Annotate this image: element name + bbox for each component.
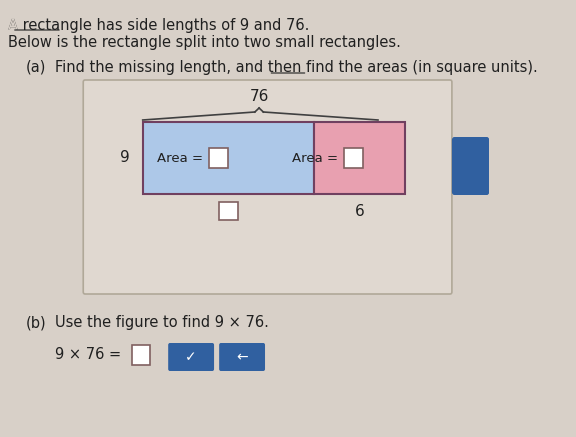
FancyBboxPatch shape xyxy=(219,202,238,220)
Text: (a): (a) xyxy=(25,60,46,75)
Text: Area =: Area = xyxy=(293,152,343,164)
FancyBboxPatch shape xyxy=(219,343,265,371)
Text: ←: ← xyxy=(236,350,248,364)
Text: 76: 76 xyxy=(249,89,269,104)
FancyBboxPatch shape xyxy=(168,343,214,371)
FancyBboxPatch shape xyxy=(132,345,150,365)
Text: ✓: ✓ xyxy=(185,350,197,364)
Text: Area =: Area = xyxy=(157,152,207,164)
FancyBboxPatch shape xyxy=(452,137,489,195)
Text: A rectangle has side lengths of 9 and 76.: A rectangle has side lengths of 9 and 76… xyxy=(9,18,310,33)
Text: Below is the rectangle split into two small rectangles.: Below is the rectangle split into two sm… xyxy=(9,35,401,50)
Text: 9: 9 xyxy=(120,150,130,166)
Text: Find the missing length, and then find the areas (in square units).: Find the missing length, and then find t… xyxy=(55,60,538,75)
Text: 9 × 76 =: 9 × 76 = xyxy=(55,347,122,362)
FancyBboxPatch shape xyxy=(84,80,452,294)
FancyBboxPatch shape xyxy=(209,148,228,168)
FancyBboxPatch shape xyxy=(314,122,405,194)
Text: (b): (b) xyxy=(25,315,46,330)
FancyBboxPatch shape xyxy=(344,148,363,168)
FancyBboxPatch shape xyxy=(143,122,314,194)
Text: A: A xyxy=(9,18,23,33)
Text: Use the figure to find 9 × 76.: Use the figure to find 9 × 76. xyxy=(55,315,269,330)
Text: 6: 6 xyxy=(355,204,365,218)
